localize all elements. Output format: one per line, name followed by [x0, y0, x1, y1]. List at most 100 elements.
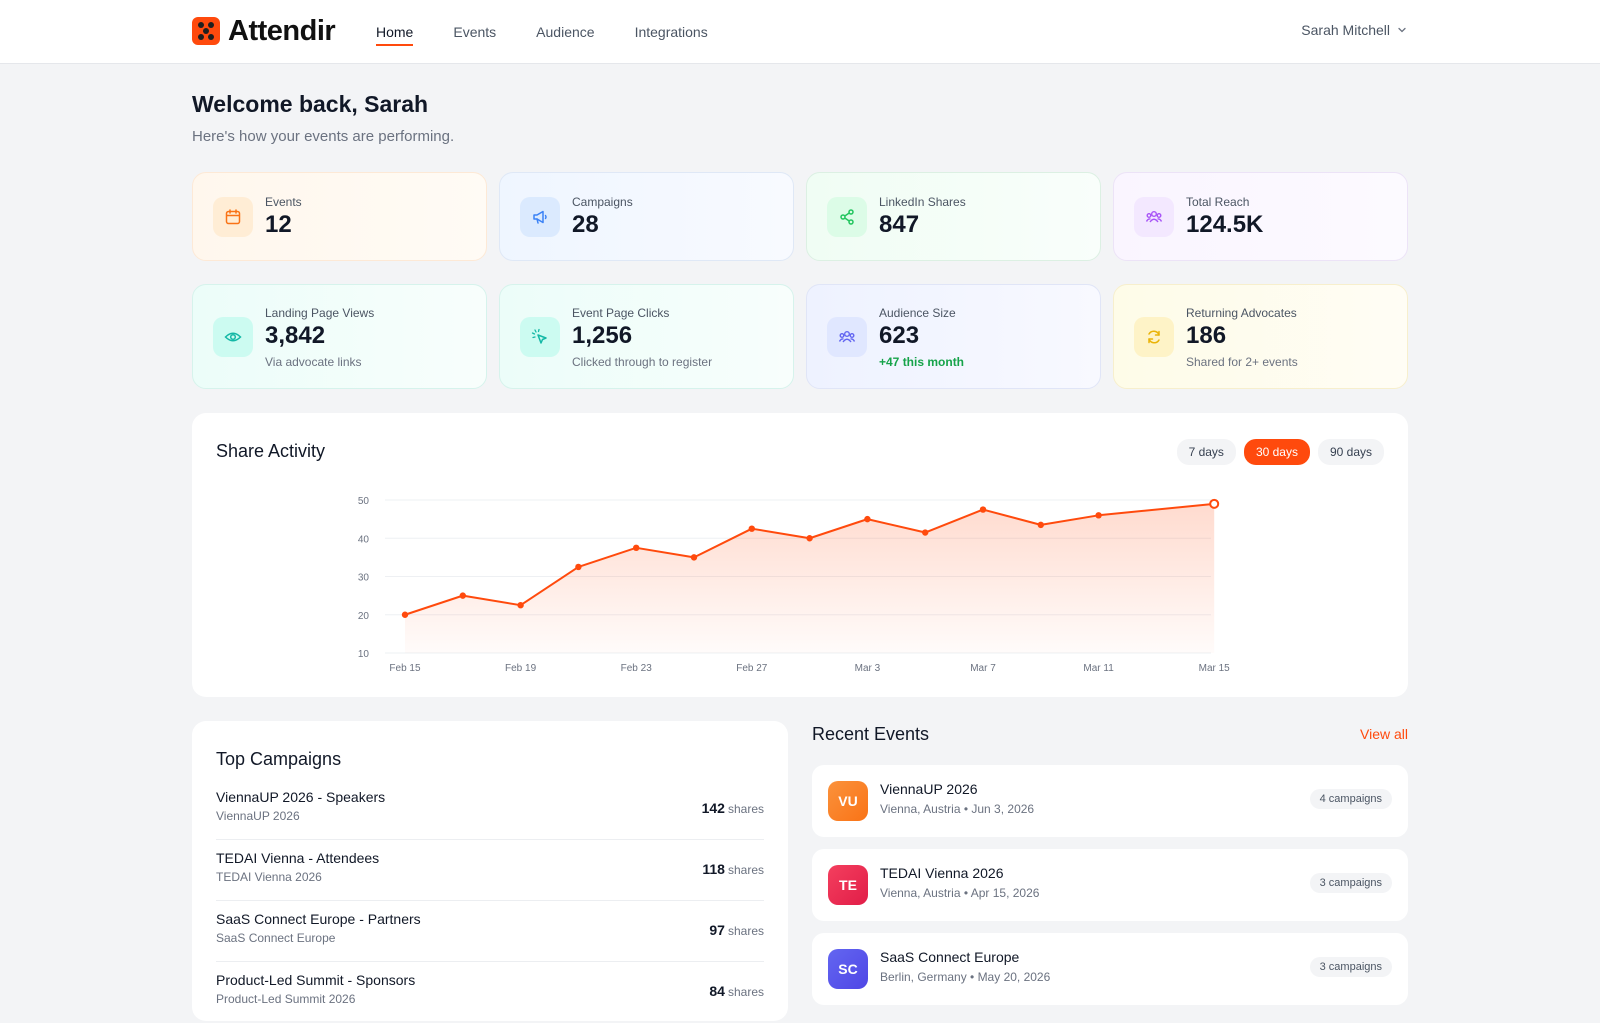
nav-item-home[interactable]: Home: [376, 0, 414, 64]
stat-label: Event Page Clicks: [572, 306, 670, 320]
nav-item-integrations[interactable]: Integrations: [634, 24, 708, 40]
stat-card-events[interactable]: Events 12: [192, 172, 487, 261]
event-card[interactable]: TE TEDAI Vienna 2026 Vienna, Austria • A…: [812, 849, 1408, 921]
stat-label: LinkedIn Shares: [879, 194, 966, 209]
stat-card-returning-advocates[interactable]: Returning Advocates 186 Shared for 2+ ev…: [1113, 284, 1408, 389]
stat-sub: Shared for 2+ events: [1186, 355, 1298, 369]
campaign-shares: 142 shares: [702, 800, 764, 816]
campaign-event: Product-Led Summit 2026: [216, 992, 356, 1006]
brand-logo[interactable]: Attendir: [192, 17, 336, 46]
event-avatar: TE: [828, 865, 868, 905]
recent-events-title: Recent Events: [812, 724, 930, 744]
stat-label: Campaigns: [572, 194, 633, 209]
event-meta: Vienna, Austria • Jun 3, 2026: [880, 802, 1035, 816]
nav-item-events[interactable]: Events: [453, 24, 497, 40]
campaign-row[interactable]: SaaS Connect Europe - Partners SaaS Conn…: [216, 901, 764, 962]
chevron-down-icon: [1398, 27, 1406, 33]
page-title: Welcome back, Sarah: [192, 91, 429, 117]
chart-point: [1095, 512, 1102, 519]
chart-x-tick-label: Feb 19: [505, 663, 537, 674]
stat-card-landing-page-views[interactable]: Landing Page Views 3,842 Via advocate li…: [192, 284, 487, 389]
stat-label: Audience Size: [879, 306, 956, 320]
stat-value: 3,842: [265, 322, 326, 349]
chart-x-tick-label: Feb 27: [736, 663, 768, 674]
user-name: Sarah Mitchell: [1301, 22, 1390, 38]
chart-point: [1037, 521, 1044, 529]
stat-value: 623: [879, 322, 920, 349]
event-avatar: VU: [828, 781, 868, 821]
chart-x-tick-label: Feb 15: [389, 663, 421, 674]
campaign-share-count: 97: [709, 922, 725, 938]
event-name: TEDAI Vienna 2026: [880, 865, 1004, 881]
chart-y-tick-label: 50: [358, 496, 370, 507]
stat-card-campaigns[interactable]: Campaigns 28: [499, 172, 794, 261]
event-campaign-badge: 4 campaigns: [1309, 789, 1392, 809]
stat-value: 847: [879, 210, 920, 238]
chart-x-tick-label: Mar 15: [1199, 663, 1231, 674]
chart-y-tick-label: 20: [358, 611, 370, 622]
stat-card-linkedin-shares[interactable]: LinkedIn Shares 847: [806, 172, 1101, 261]
campaign-name: SaaS Connect Europe - Partners: [216, 911, 421, 927]
range-7-days-button[interactable]: 7 days: [1176, 439, 1236, 465]
chart-point: [459, 592, 466, 599]
campaign-row[interactable]: TEDAI Vienna - Attendees TEDAI Vienna 20…: [216, 840, 764, 901]
stat-label: Landing Page Views: [265, 306, 375, 320]
event-meta: Berlin, Germany • May 20, 2026: [880, 970, 1051, 984]
chart-series-line: [404, 502, 1215, 616]
stat-value: 124.5K: [1186, 210, 1264, 238]
stat-value: 186: [1186, 322, 1227, 349]
stat-sub: Via advocate links: [265, 355, 362, 369]
campaign-name: ViennaUP 2026 - Speakers: [216, 789, 386, 805]
chart-y-tick-label: 30: [358, 573, 370, 584]
chart-point: [690, 554, 698, 561]
share-icon: [827, 196, 867, 237]
chart-point: [922, 529, 929, 536]
chart-area: [405, 503, 1215, 653]
range-90-days-button[interactable]: 90 days: [1317, 439, 1384, 465]
logo-mark-icon: [192, 17, 220, 45]
stat-value: 1,256: [572, 322, 633, 349]
range-30-days-button[interactable]: 30 days: [1243, 439, 1310, 465]
chart-y-tick-label: 10: [358, 649, 370, 660]
campaign-share-unit: shares: [727, 802, 764, 816]
stat-label: Total Reach: [1186, 194, 1250, 209]
campaign-share-count: 142: [701, 800, 725, 816]
stat-sub-growth: +47 this month: [879, 355, 965, 369]
top-campaigns-title: Top Campaigns: [216, 749, 342, 769]
chart-x-tick-label: Mar 11: [1083, 663, 1114, 674]
chart-point: [979, 506, 987, 513]
event-card[interactable]: SC SaaS Connect Europe Berlin, Germany •…: [812, 933, 1408, 1005]
chart-point: [1209, 498, 1220, 509]
campaign-row[interactable]: Product-Led Summit - Sponsors Product-Le…: [216, 962, 764, 1023]
chart-point: [575, 563, 582, 571]
nav-item-audience[interactable]: Audience: [536, 24, 595, 40]
campaign-event: SaaS Connect Europe: [216, 931, 336, 945]
campaign-shares: 118 shares: [702, 861, 764, 877]
share-activity-title: Share Activity: [216, 441, 326, 461]
calendar-icon: [213, 196, 253, 237]
campaign-row[interactable]: ViennaUP 2026 - Speakers ViennaUP 2026 1…: [216, 779, 764, 840]
top-campaigns-panel: Top Campaigns ViennaUP 2026 - Speakers V…: [192, 721, 788, 1021]
stat-card-event-page-clicks[interactable]: Event Page Clicks 1,256 Clicked through …: [499, 284, 794, 389]
campaign-name: Product-Led Summit - Sponsors: [216, 972, 416, 988]
event-card[interactable]: VU ViennaUP 2026 Vienna, Austria • Jun 3…: [812, 765, 1408, 837]
cursor-click-icon: [520, 317, 560, 357]
chart-x-tick-label: Feb 23: [621, 663, 653, 674]
event-campaign-badge: 3 campaigns: [1309, 873, 1392, 893]
chart-point: [864, 515, 871, 523]
stat-value: 28: [572, 210, 599, 238]
users-icon: [1134, 196, 1174, 237]
stat-card-audience-size[interactable]: Audience Size 623 +47 this month: [806, 284, 1101, 389]
stat-value: 12: [265, 210, 292, 238]
view-all-link[interactable]: View all: [1360, 726, 1408, 742]
refresh-icon: [1134, 317, 1174, 357]
main-nav: Home Events Audience Integrations: [376, 0, 708, 64]
chart-x-tick-label: Mar 3: [855, 663, 881, 674]
event-meta: Vienna, Austria • Apr 15, 2026: [880, 886, 1040, 900]
user-menu[interactable]: Sarah Mitchell: [1301, 22, 1408, 38]
stat-card-total-reach[interactable]: Total Reach 124.5K: [1113, 172, 1408, 261]
top-navigation-bar: Attendir Home Events Audience Integratio…: [0, 0, 1600, 64]
campaign-name: TEDAI Vienna - Attendees: [216, 850, 380, 866]
page-subtitle: Here's how your events are performing.: [192, 128, 455, 145]
campaign-share-unit: shares: [727, 985, 764, 999]
